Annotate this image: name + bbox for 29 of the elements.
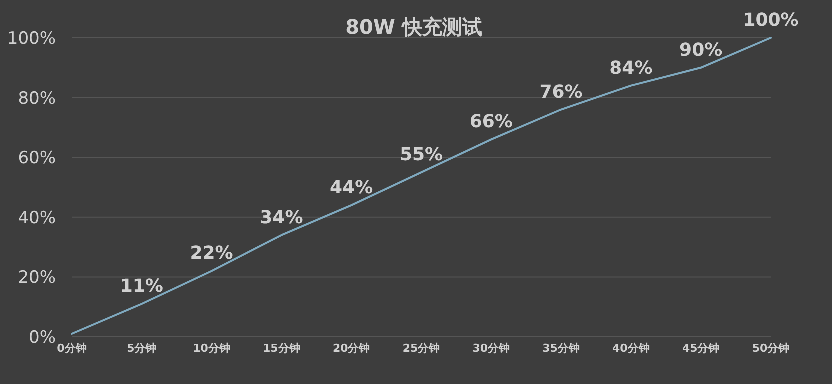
y-tick-label: 40%	[18, 208, 56, 228]
x-tick-label: 30分钟	[472, 342, 510, 355]
x-tick-label: 20分钟	[332, 342, 370, 355]
x-tick-label: 50分钟	[752, 342, 790, 355]
x-tick-label: 10分钟	[193, 342, 230, 355]
y-tick-label: 100%	[7, 28, 56, 49]
x-tick-label: 15分钟	[263, 342, 300, 355]
data-label: 66%	[470, 112, 513, 133]
y-tick-label: 0%	[29, 328, 56, 348]
chart-title: 80W 快充测试	[346, 15, 482, 39]
x-tick-label: 25分钟	[402, 342, 440, 355]
data-label: 84%	[610, 58, 653, 79]
data-label: 76%	[540, 82, 583, 103]
x-tick-label: 5分钟	[127, 342, 157, 355]
data-label: 90%	[680, 40, 723, 61]
data-label: 55%	[400, 144, 444, 166]
line-series	[71, 37, 772, 336]
data-label: 44%	[330, 177, 374, 198]
data-label: 100%	[743, 10, 799, 31]
y-tick-label: 60%	[18, 148, 56, 169]
data-label: 11%	[120, 276, 164, 298]
y-tick-label: 20%	[18, 268, 56, 288]
data-label: 34%	[260, 207, 304, 228]
x-tick-label: 35分钟	[542, 342, 580, 355]
data-label: 22%	[190, 243, 234, 264]
x-tick-label: 40分钟	[612, 342, 650, 355]
x-tick-label: 45分钟	[682, 342, 720, 355]
x-tick-label: 0分钟	[57, 342, 87, 355]
y-tick-label: 80%	[18, 88, 56, 109]
